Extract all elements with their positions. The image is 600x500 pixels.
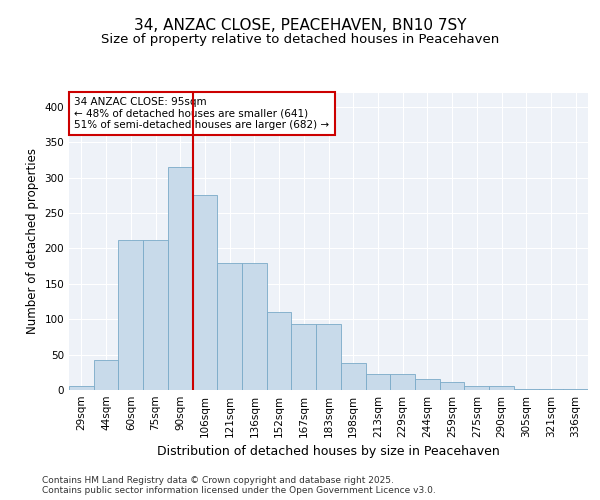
Text: 34, ANZAC CLOSE, PEACEHAVEN, BN10 7SY: 34, ANZAC CLOSE, PEACEHAVEN, BN10 7SY — [134, 18, 466, 32]
Bar — [365, 374, 390, 390]
Bar — [292, 324, 316, 390]
Bar — [316, 324, 341, 390]
Bar — [143, 240, 168, 390]
Bar — [464, 386, 489, 390]
Bar — [168, 167, 193, 390]
Bar — [390, 374, 415, 390]
X-axis label: Distribution of detached houses by size in Peacehaven: Distribution of detached houses by size … — [157, 446, 500, 458]
Bar — [242, 262, 267, 390]
Bar — [539, 388, 563, 390]
Bar — [69, 386, 94, 390]
Text: Size of property relative to detached houses in Peacehaven: Size of property relative to detached ho… — [101, 32, 499, 46]
Bar — [217, 262, 242, 390]
Text: Contains HM Land Registry data © Crown copyright and database right 2025.
Contai: Contains HM Land Registry data © Crown c… — [42, 476, 436, 495]
Text: 34 ANZAC CLOSE: 95sqm
← 48% of detached houses are smaller (641)
51% of semi-det: 34 ANZAC CLOSE: 95sqm ← 48% of detached … — [74, 97, 329, 130]
Bar — [489, 386, 514, 390]
Bar — [415, 380, 440, 390]
Bar — [118, 240, 143, 390]
Bar — [514, 388, 539, 390]
Bar — [193, 195, 217, 390]
Bar — [94, 360, 118, 390]
Bar — [563, 388, 588, 390]
Bar — [267, 312, 292, 390]
Y-axis label: Number of detached properties: Number of detached properties — [26, 148, 39, 334]
Bar — [440, 382, 464, 390]
Bar — [341, 363, 365, 390]
